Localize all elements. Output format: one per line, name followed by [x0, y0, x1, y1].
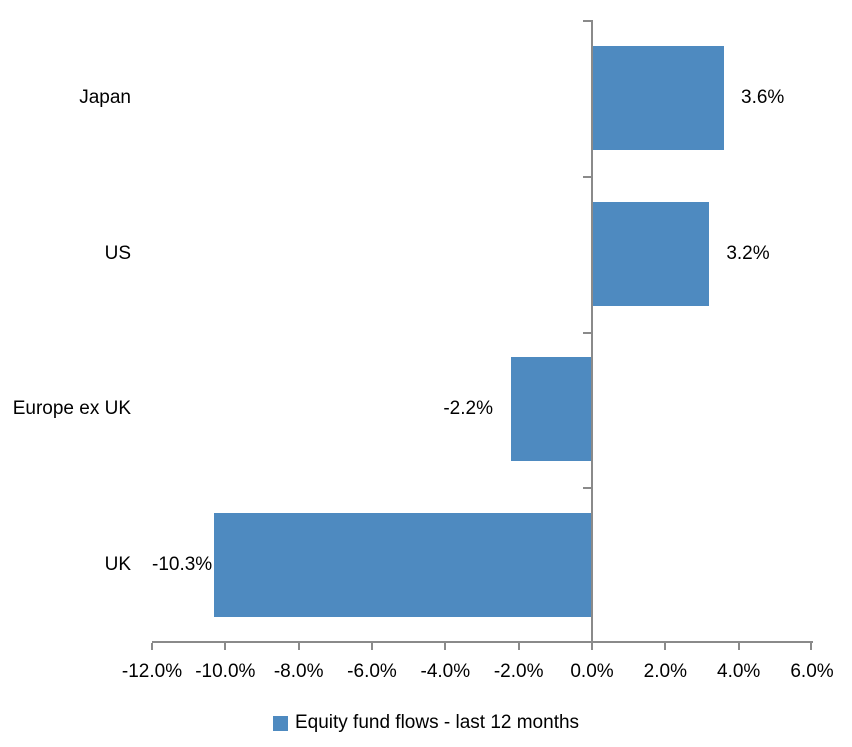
x-tick-label: -6.0%: [347, 661, 397, 682]
value-label-japan: 3.6%: [741, 86, 785, 108]
y-axis-tick: [583, 20, 591, 22]
x-axis-tick: [151, 643, 153, 650]
x-axis-tick: [444, 643, 447, 650]
x-axis-tick: [810, 643, 812, 650]
value-label-uk: -10.3%: [152, 554, 213, 576]
category-axis-labels: Japan US Europe ex UK UK: [0, 20, 131, 643]
bar-europe-ex-uk: [511, 357, 592, 462]
x-axis-tick: [371, 643, 373, 650]
x-axis-tick: [737, 643, 740, 650]
x-tick-label: 4.0%: [717, 661, 761, 682]
legend-swatch-icon: [272, 715, 288, 731]
category-label-europe-ex-uk: Europe ex UK: [12, 398, 131, 420]
x-tick-label: 2.0%: [643, 661, 687, 682]
x-axis-tick: [517, 643, 520, 650]
bar-japan: [592, 45, 724, 150]
value-label-us: 3.2%: [726, 242, 770, 264]
y-axis-tick: [583, 487, 591, 490]
x-tick-label: 6.0%: [790, 661, 834, 682]
category-label-japan: Japan: [79, 86, 131, 108]
bar-us: [592, 201, 710, 306]
x-tick-label: -10.0%: [195, 661, 256, 682]
y-axis-tick: [583, 175, 591, 178]
x-tick-label: 0.0%: [570, 661, 614, 682]
category-label-uk: UK: [104, 554, 131, 576]
bar-uk: [214, 513, 592, 618]
y-axis-tick: [583, 331, 591, 334]
x-tick-label: -12.0%: [121, 661, 183, 682]
x-axis-line: [152, 641, 813, 643]
plot-area: 3.6% 3.2% -2.2% -10.3%: [151, 20, 813, 650]
chart-legend: Equity fund flows - last 12 months: [0, 710, 852, 736]
x-axis-tick: [224, 643, 227, 650]
category-label-us: US: [104, 242, 131, 264]
x-axis-tick: [664, 643, 667, 650]
value-label-europe-ex-uk: -2.2%: [443, 398, 493, 420]
legend-label: Equity fund flows - last 12 months: [294, 712, 580, 733]
x-axis-tick: [297, 643, 300, 650]
x-tick-label: -8.0%: [273, 661, 324, 682]
y-axis-line: [591, 20, 593, 650]
x-tick-label: -4.0%: [420, 661, 471, 682]
x-tick-label: -2.0%: [493, 661, 544, 682]
